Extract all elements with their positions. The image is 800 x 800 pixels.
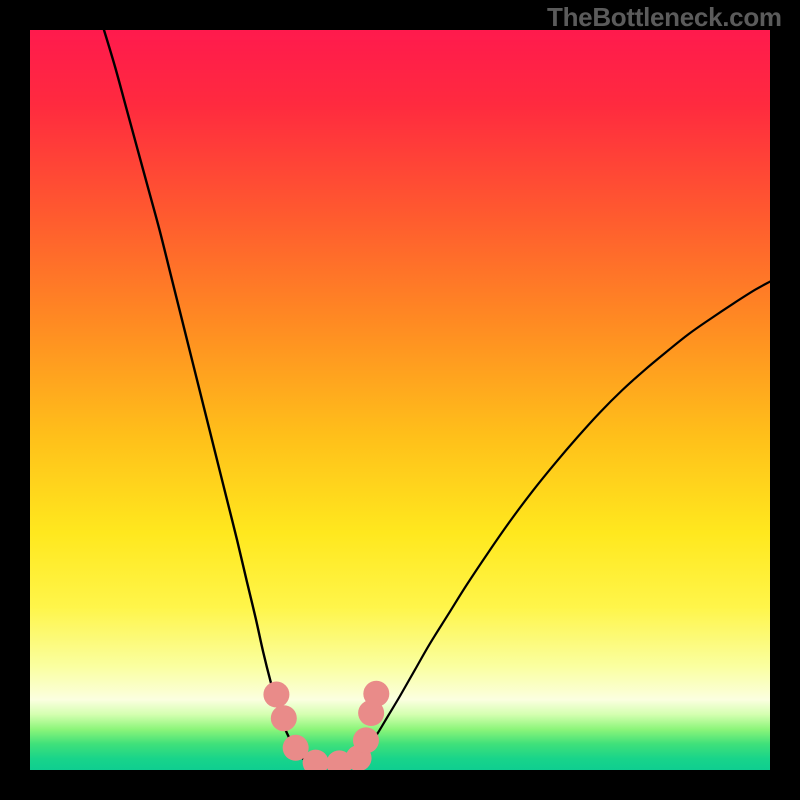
data-marker <box>363 681 389 707</box>
bottleneck-chart <box>0 0 800 800</box>
watermark-label: TheBottleneck.com <box>547 2 782 33</box>
chart-stage: TheBottleneck.com <box>0 0 800 800</box>
data-marker <box>263 682 289 708</box>
data-marker <box>303 750 329 776</box>
right-curve <box>356 282 770 761</box>
left-curve <box>104 30 356 767</box>
data-marker <box>353 727 379 753</box>
data-marker <box>271 705 297 731</box>
